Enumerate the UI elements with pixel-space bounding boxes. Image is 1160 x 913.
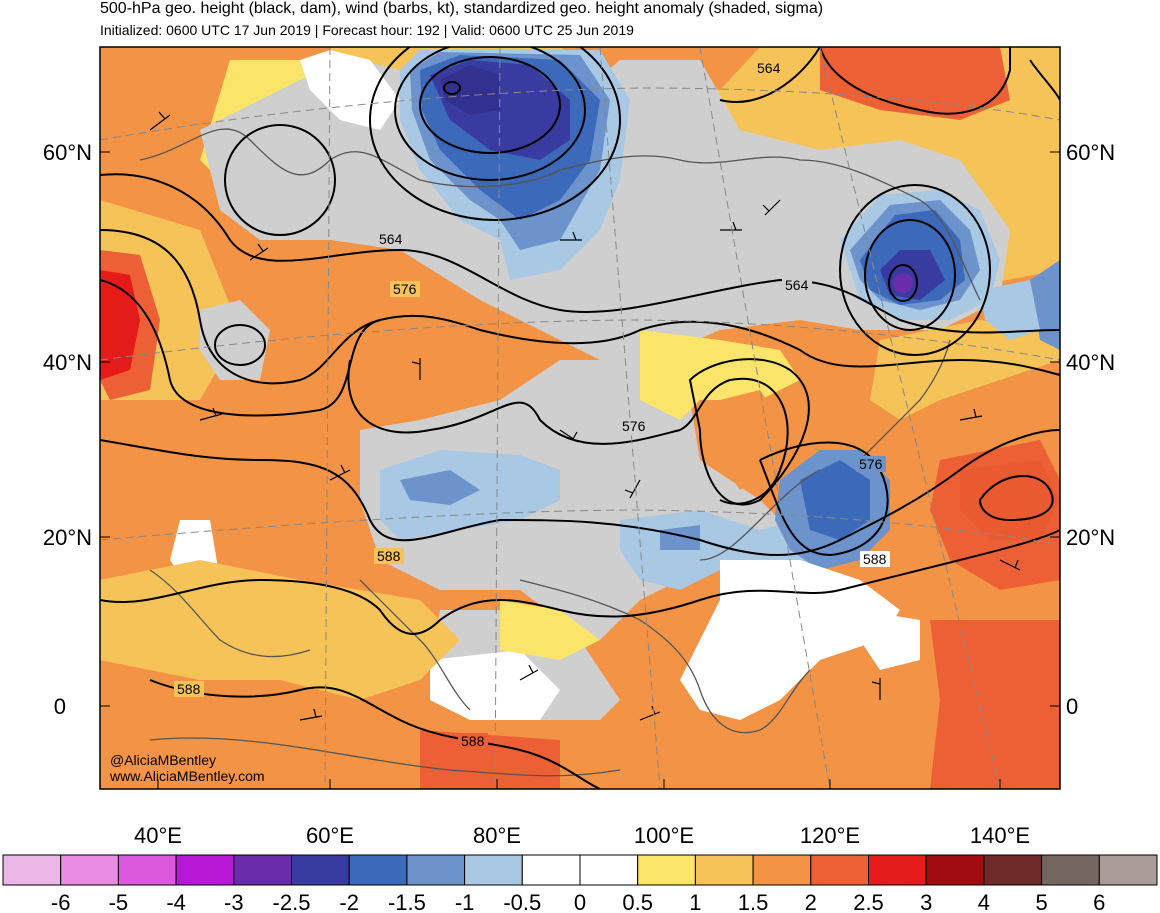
colorbar-label: 4 — [978, 890, 990, 913]
credit-website: www.AliciaMBentley.com — [109, 768, 265, 784]
lat-label-60n-left: 60°N — [43, 140, 92, 165]
lon-label-60e: 60°E — [306, 823, 354, 848]
colorbar-label: -1.5 — [388, 890, 426, 913]
colorbar-swatch — [291, 854, 350, 886]
colorbar-swatch — [1098, 854, 1158, 886]
contour-label: 576 — [622, 418, 646, 434]
contour-label: 588 — [461, 733, 485, 749]
colorbar-label: -4 — [166, 890, 186, 913]
colorbar-swatch — [925, 854, 985, 886]
colorbar-label: -6 — [51, 890, 71, 913]
contour-label: 564 — [785, 277, 809, 293]
colorbar-label: -2.5 — [273, 890, 311, 913]
colorbar-label: -0.5 — [503, 890, 541, 913]
lat-label-60n-right: 60°N — [1066, 140, 1115, 165]
contour-labels: 564 564 576 564 576 576 588 588 588 588 — [174, 60, 890, 749]
credit-handle: @AliciaMBentley — [110, 752, 216, 768]
lon-label-100e: 100°E — [634, 823, 694, 848]
colorbar-swatch — [233, 854, 293, 886]
colorbar-swatch — [60, 854, 119, 886]
colorbar-label: 1.5 — [738, 890, 769, 913]
colorbar-label: -2 — [339, 890, 359, 913]
contour-label: 576 — [859, 456, 883, 472]
axis-ticks — [100, 151, 1060, 789]
contour-label: 588 — [377, 548, 401, 564]
map-title: 500-hPa geo. height (black, dam), wind (… — [100, 0, 824, 17]
lon-label-80e: 80°E — [473, 823, 521, 848]
colorbar-label: -1 — [455, 890, 475, 913]
colorbar-label: 0 — [574, 890, 586, 913]
lat-label-40n-right: 40°N — [1066, 350, 1115, 375]
colorbar-swatch — [637, 854, 696, 886]
colorbar-label: 2.5 — [853, 890, 884, 913]
colorbar-label: -5 — [109, 890, 129, 913]
colorbar-swatch — [117, 854, 177, 886]
colorbar-label: 5 — [1035, 890, 1047, 913]
colorbar: -6 -5 -4 -3 -2.5 -2 -1.5 -1 -0.5 0 0.5 1 1.5 2 2.5 3 4 5 6 — [2, 854, 1158, 913]
height-contours — [100, 47, 1060, 789]
colorbar-swatch — [1041, 854, 1100, 886]
contour-label: 588 — [863, 551, 887, 567]
colorbar-label: 1 — [689, 890, 701, 913]
graticule — [100, 47, 1060, 789]
anomaly-shading — [100, 47, 1060, 789]
colorbar-label: 0.5 — [622, 890, 653, 913]
colorbar-swatch — [983, 854, 1043, 886]
contour-label: 564 — [757, 60, 781, 76]
lat-label-0-right: 0 — [1066, 694, 1078, 719]
lat-label-40n-left: 40°N — [43, 350, 92, 375]
colorbar-swatch — [521, 854, 581, 886]
wind-barbs — [149, 111, 1021, 721]
colorbar-swatch — [406, 854, 466, 886]
contour-label: 576 — [393, 281, 417, 297]
map-frame — [99, 46, 1061, 790]
lon-label-140e: 140°E — [970, 823, 1030, 848]
colorbar-swatch — [348, 854, 408, 886]
contour-label: 564 — [379, 231, 403, 247]
coastlines — [139, 128, 981, 777]
colorbar-swatch — [175, 854, 235, 886]
colorbar-swatch — [868, 854, 927, 886]
colorbar-swatch — [810, 854, 869, 886]
lat-label-20n-right: 20°N — [1066, 525, 1115, 550]
colorbar-label: -3 — [224, 890, 244, 913]
colorbar-label: 6 — [1093, 890, 1105, 913]
colorbar-label: 2 — [805, 890, 817, 913]
colorbar-swatch — [752, 854, 812, 886]
colorbar-swatch — [579, 854, 639, 886]
lon-label-120e: 120°E — [800, 823, 860, 848]
colorbar-swatch — [2, 854, 62, 886]
lat-label-20n-left: 20°N — [43, 525, 92, 550]
map-subtitle: Initialized: 0600 UTC 17 Jun 2019 | Fore… — [100, 22, 634, 38]
lat-label-0-left: 0 — [54, 694, 66, 719]
colorbar-label: 3 — [920, 890, 932, 913]
colorbar-swatch — [464, 854, 523, 886]
contour-label: 588 — [177, 681, 201, 697]
colorbar-swatch — [694, 854, 754, 886]
lon-label-40e: 40°E — [134, 823, 182, 848]
